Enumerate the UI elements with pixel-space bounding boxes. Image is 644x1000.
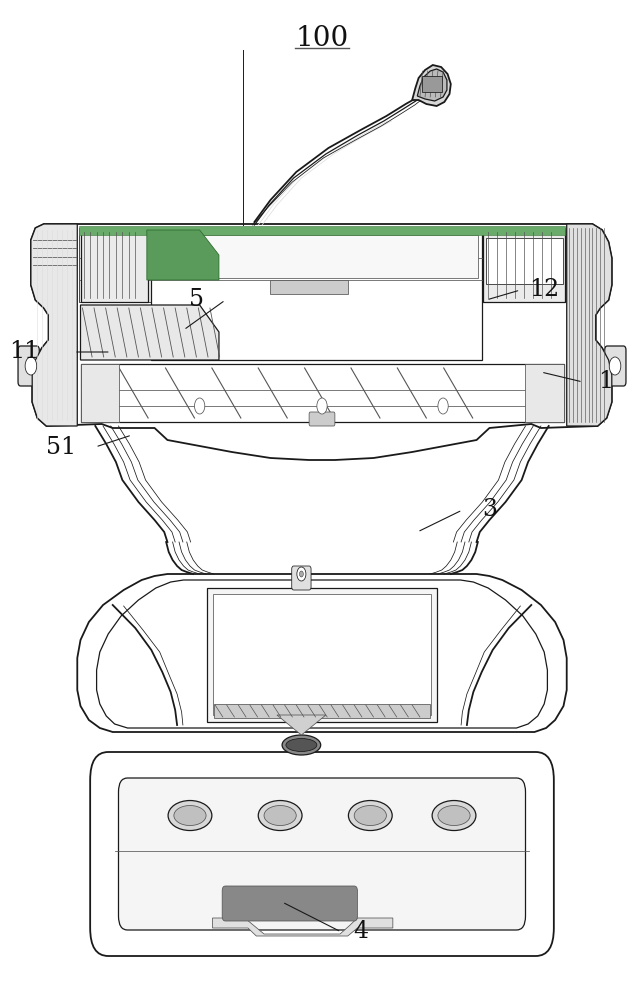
Circle shape — [299, 571, 303, 577]
Polygon shape — [147, 230, 219, 280]
Polygon shape — [80, 230, 148, 302]
Ellipse shape — [264, 806, 296, 826]
Polygon shape — [207, 588, 437, 722]
Ellipse shape — [282, 735, 321, 755]
Circle shape — [317, 398, 327, 414]
Ellipse shape — [174, 806, 206, 826]
Circle shape — [25, 357, 37, 375]
Polygon shape — [80, 364, 119, 422]
Polygon shape — [277, 715, 326, 735]
Polygon shape — [213, 594, 431, 715]
Circle shape — [609, 357, 621, 375]
Text: 11: 11 — [10, 340, 39, 363]
Text: 100: 100 — [296, 24, 348, 51]
Polygon shape — [31, 224, 77, 426]
Text: 1: 1 — [598, 370, 613, 393]
Polygon shape — [79, 228, 565, 302]
FancyBboxPatch shape — [18, 346, 39, 386]
Polygon shape — [97, 580, 547, 728]
Polygon shape — [214, 704, 430, 718]
Ellipse shape — [432, 801, 476, 831]
Circle shape — [194, 398, 205, 414]
FancyBboxPatch shape — [309, 412, 335, 426]
FancyBboxPatch shape — [422, 76, 442, 92]
Circle shape — [438, 398, 448, 414]
Polygon shape — [412, 65, 451, 106]
Polygon shape — [31, 224, 612, 460]
Polygon shape — [567, 224, 612, 426]
Ellipse shape — [286, 738, 317, 752]
Polygon shape — [483, 230, 565, 302]
Polygon shape — [486, 238, 563, 284]
FancyBboxPatch shape — [90, 752, 554, 956]
Ellipse shape — [348, 801, 392, 831]
Ellipse shape — [258, 801, 302, 831]
Polygon shape — [151, 230, 482, 360]
Polygon shape — [80, 305, 219, 360]
Ellipse shape — [354, 806, 386, 826]
Polygon shape — [79, 226, 565, 235]
Polygon shape — [155, 235, 478, 278]
Polygon shape — [213, 918, 393, 936]
FancyBboxPatch shape — [118, 778, 526, 930]
Text: 12: 12 — [529, 278, 559, 302]
Text: 5: 5 — [189, 288, 204, 312]
Polygon shape — [417, 69, 447, 101]
Ellipse shape — [438, 806, 470, 826]
Polygon shape — [525, 364, 564, 422]
Text: 51: 51 — [46, 436, 76, 458]
Polygon shape — [77, 574, 567, 732]
Text: 4: 4 — [353, 920, 368, 944]
FancyBboxPatch shape — [270, 280, 348, 294]
Circle shape — [297, 567, 306, 581]
FancyBboxPatch shape — [292, 566, 311, 590]
Text: 3: 3 — [482, 498, 497, 522]
FancyBboxPatch shape — [605, 346, 626, 386]
FancyBboxPatch shape — [222, 886, 357, 921]
Ellipse shape — [168, 801, 212, 831]
Polygon shape — [80, 364, 564, 422]
